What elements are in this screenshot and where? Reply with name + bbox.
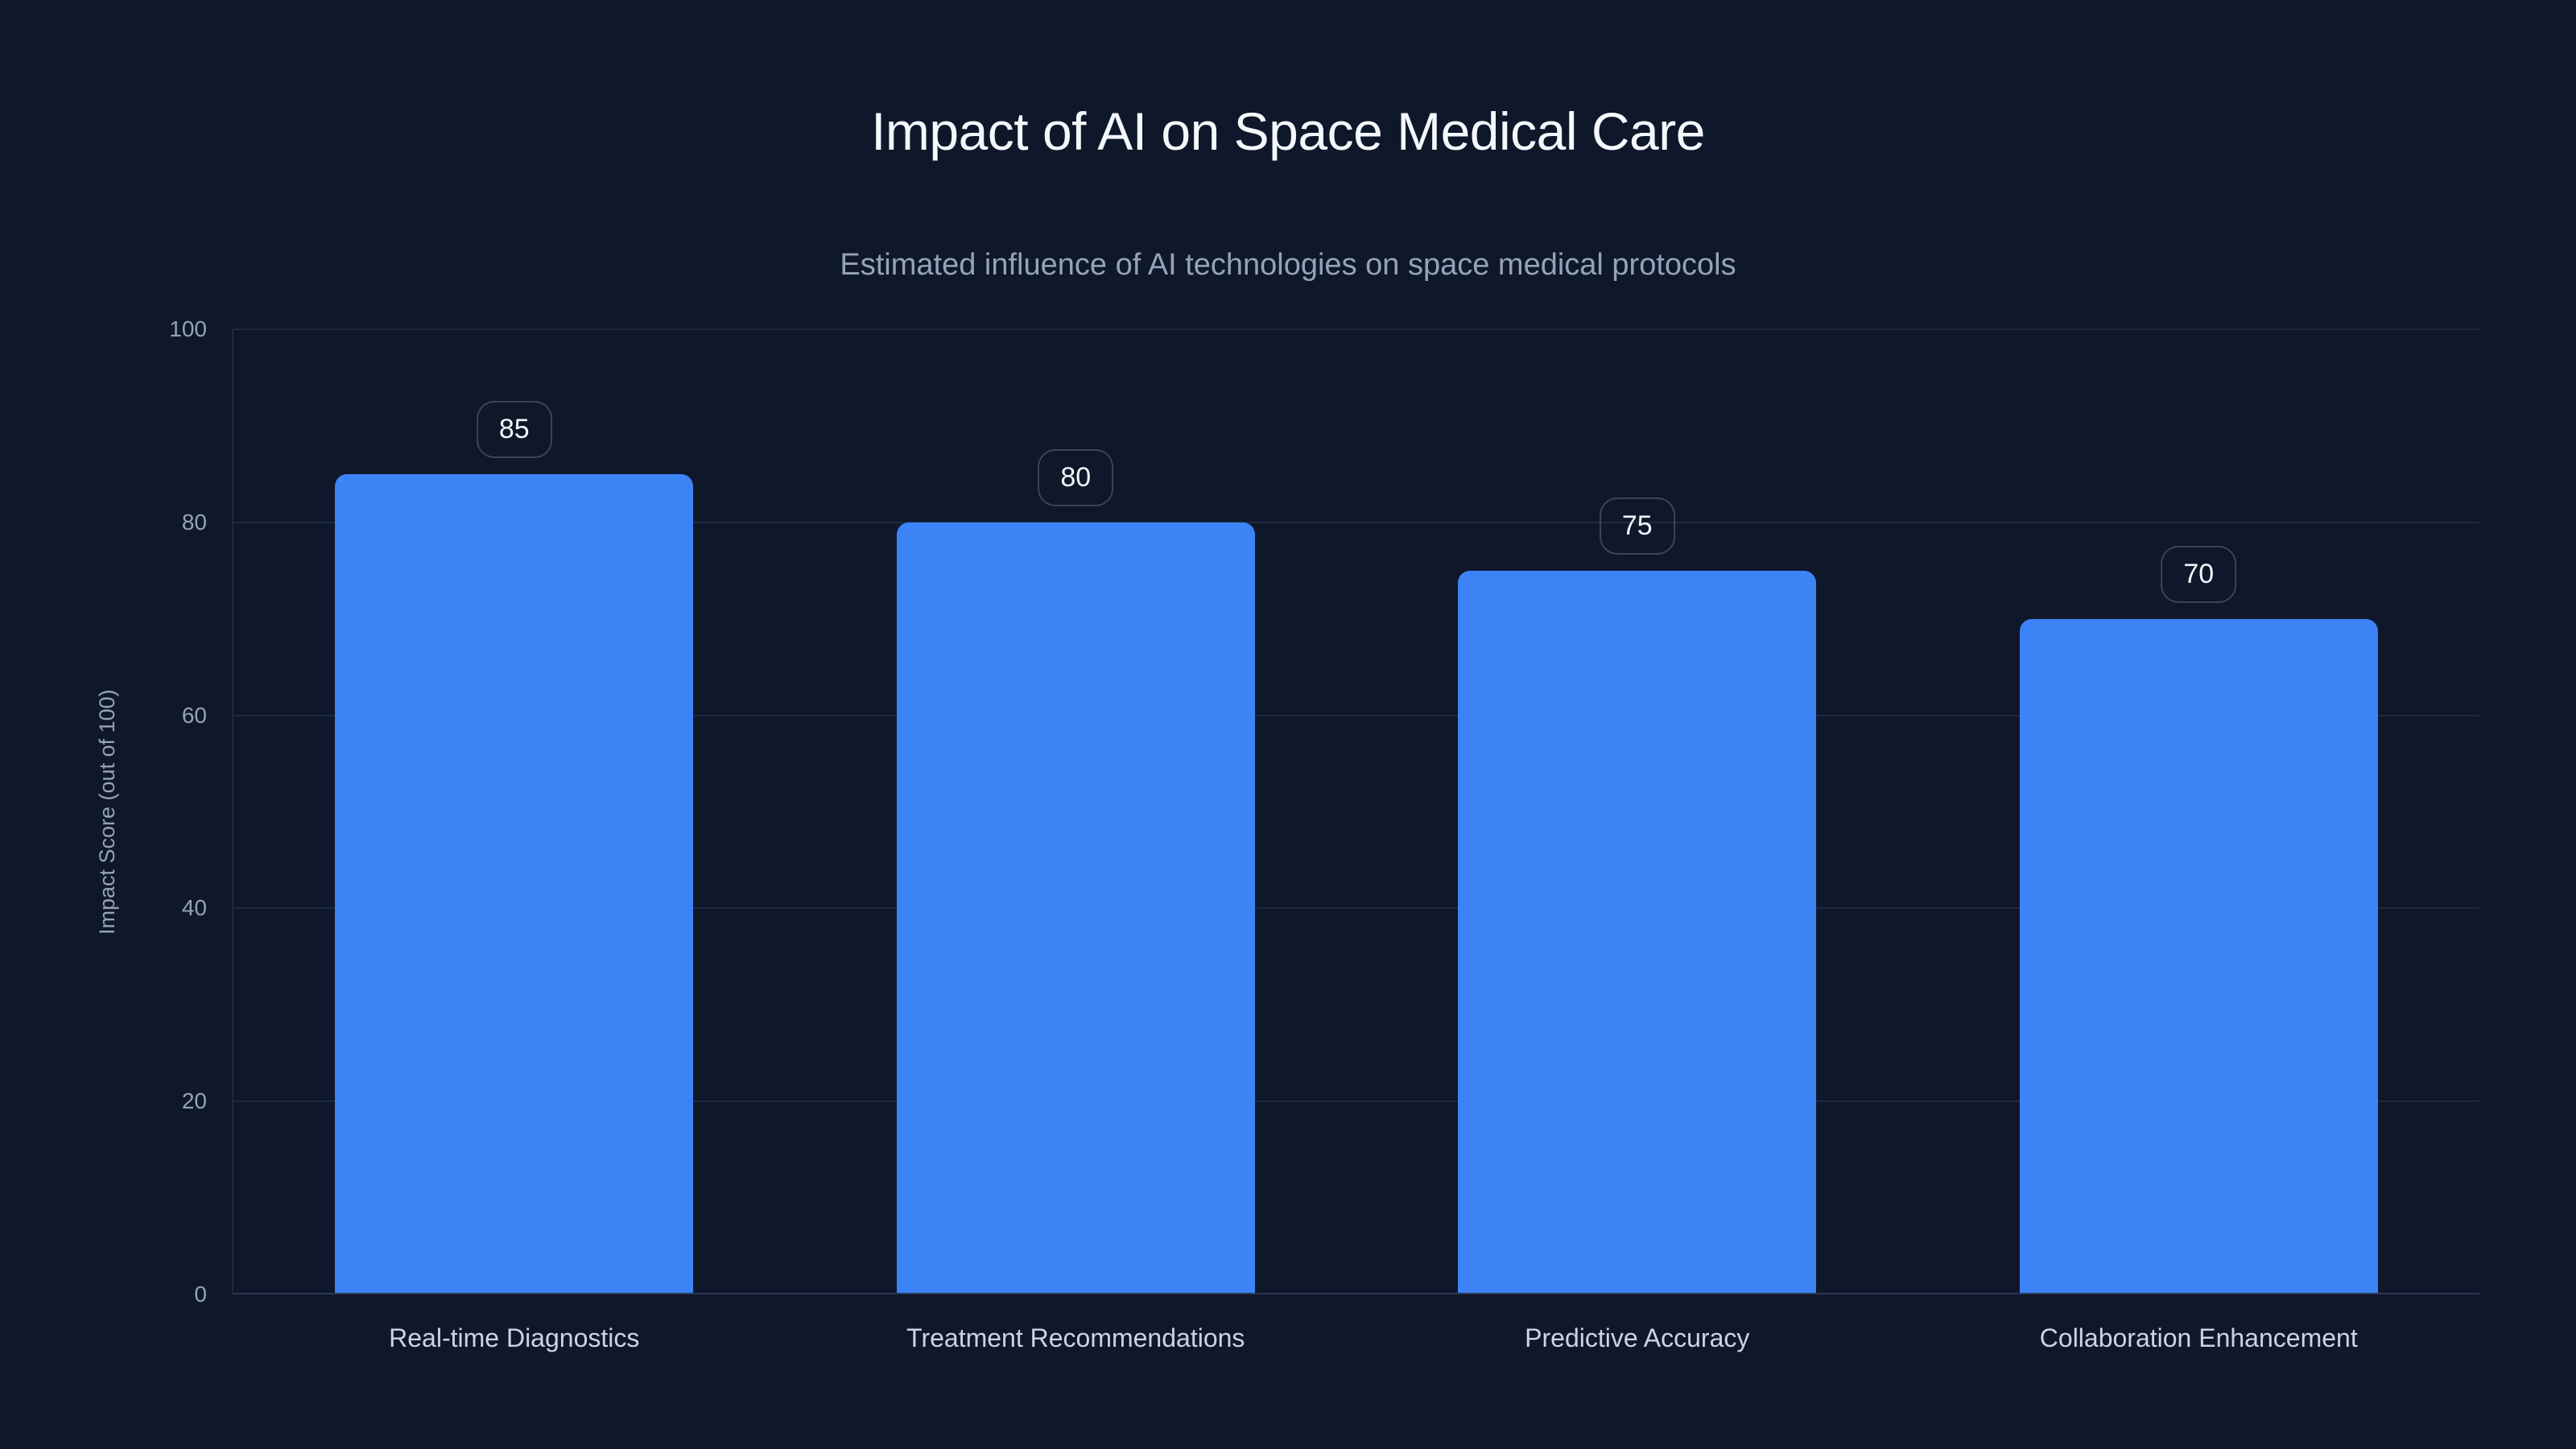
y-tick-label-20: 20 xyxy=(181,1088,207,1114)
bar-treatment-recommendations[interactable] xyxy=(896,522,1255,1293)
x-axis-label-real-time-diagnostics: Real-time Diagnostics xyxy=(389,1323,640,1352)
y-tick-label-40: 40 xyxy=(181,895,207,921)
x-axis-label-treatment-recommendations: Treatment Recommendations xyxy=(906,1323,1245,1352)
plot-area: 0 20 40 60 80 100 85 Real-time Diagnostics 80 Tre… xyxy=(169,318,2479,1352)
value-badge-real-time-diagnostics: 85 xyxy=(476,401,552,458)
value-badge-collaboration-enhancement: 70 xyxy=(2161,545,2237,603)
gridline-100 xyxy=(233,328,2479,330)
y-tick-label-0: 0 xyxy=(194,1282,207,1307)
x-axis-label-predictive-accuracy: Predictive Accuracy xyxy=(1525,1323,1750,1352)
y-tick-label-100: 100 xyxy=(169,316,207,341)
value-badge-treatment-recommendations: 80 xyxy=(1038,449,1114,506)
x-axis-label-collaboration-enhancement: Collaboration Enhancement xyxy=(2039,1323,2358,1352)
chart-title: Impact of AI on Space Medical Care xyxy=(871,101,1705,161)
value-badge-predictive-accuracy: 75 xyxy=(1599,497,1675,555)
y-axis-title: Impact Score (out of 100) xyxy=(95,689,119,935)
y-axis-line xyxy=(232,329,233,1294)
bar-collaboration-enhancement[interactable] xyxy=(2019,618,2378,1293)
bar-real-time-diagnostics[interactable] xyxy=(335,473,694,1293)
x-axis-baseline xyxy=(233,1293,2479,1294)
y-tick-label-80: 80 xyxy=(181,509,207,535)
y-tick-label-60: 60 xyxy=(181,702,207,728)
gridline-20 xyxy=(233,1100,2479,1103)
bar-predictive-accuracy[interactable] xyxy=(1458,570,1817,1293)
chart-subtitle: Estimated influence of AI technologies o… xyxy=(840,248,1736,282)
gridline-80 xyxy=(233,521,2479,523)
gridline-40 xyxy=(233,907,2479,910)
gridline-60 xyxy=(233,714,2479,716)
